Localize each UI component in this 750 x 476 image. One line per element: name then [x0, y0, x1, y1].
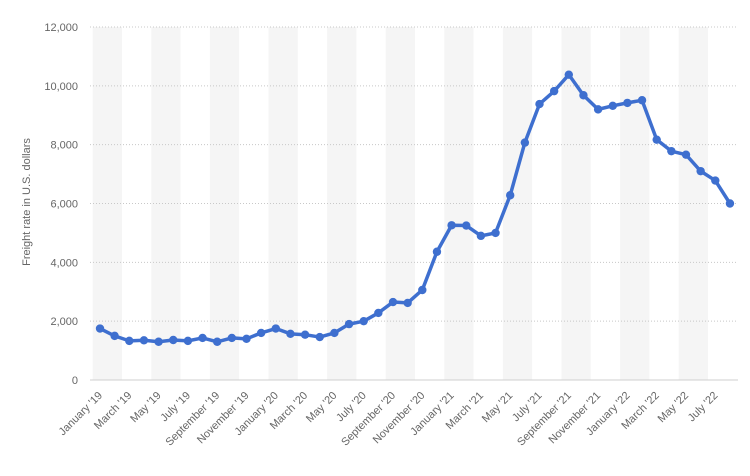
data-point[interactable]: [315, 332, 324, 342]
x-tick-label: May '20: [304, 390, 339, 425]
data-point[interactable]: [374, 308, 383, 318]
data-point[interactable]: [432, 247, 442, 256]
data-point[interactable]: [403, 298, 412, 308]
data-point[interactable]: [579, 91, 588, 100]
y-axis-title: Freight rate in U.S. dollars: [21, 138, 33, 266]
data-point[interactable]: [476, 231, 486, 241]
data-point[interactable]: [725, 199, 735, 208]
data-point[interactable]: [388, 297, 398, 307]
y-tick-label: 4,000: [50, 257, 78, 269]
gridlines: [90, 26, 738, 381]
data-point[interactable]: [711, 176, 720, 185]
data-point[interactable]: [344, 319, 354, 329]
data-point[interactable]: [520, 138, 530, 147]
x-tick-label: May '21: [480, 390, 515, 425]
data-point[interactable]: [169, 335, 178, 345]
data-points: [95, 70, 735, 346]
data-point[interactable]: [213, 337, 222, 346]
data-point[interactable]: [447, 221, 456, 230]
data-point[interactable]: [110, 331, 119, 341]
data-point[interactable]: [286, 329, 295, 339]
data-point[interactable]: [198, 333, 207, 343]
column-band: [444, 27, 474, 380]
data-point[interactable]: [608, 101, 617, 111]
data-point[interactable]: [300, 330, 310, 339]
data-point[interactable]: [227, 333, 237, 343]
x-tick-label: May '22: [656, 390, 691, 425]
data-point[interactable]: [256, 328, 266, 338]
y-tick-label: 2,000: [50, 316, 78, 328]
data-point[interactable]: [462, 221, 471, 230]
data-point[interactable]: [183, 336, 193, 346]
data-point[interactable]: [681, 150, 691, 159]
x-tick-label: January '19: [57, 390, 105, 438]
data-point[interactable]: [359, 316, 368, 326]
data-point[interactable]: [549, 86, 559, 96]
data-point[interactable]: [139, 336, 149, 345]
data-point[interactable]: [564, 70, 573, 79]
data-point[interactable]: [535, 99, 544, 109]
data-point[interactable]: [593, 105, 603, 114]
x-tick-label: May '19: [128, 390, 163, 425]
data-point[interactable]: [506, 191, 515, 200]
data-point[interactable]: [667, 146, 676, 156]
y-tick-label: 0: [72, 375, 78, 387]
y-axis-ticks: 0 2,000 4,000 6,000 8,000 10,000 12,000: [44, 22, 78, 387]
y-tick-label: 10,000: [44, 81, 78, 93]
data-point[interactable]: [418, 285, 427, 295]
x-tick-label: July '22: [686, 390, 721, 425]
data-point[interactable]: [95, 324, 105, 333]
y-tick-label: 6,000: [50, 199, 78, 211]
data-point[interactable]: [491, 228, 500, 238]
data-point[interactable]: [125, 336, 134, 346]
y-tick-label: 8,000: [50, 140, 78, 152]
data-point[interactable]: [330, 328, 339, 338]
data-point[interactable]: [652, 135, 661, 144]
data-point[interactable]: [623, 98, 632, 108]
column-bands: [92, 27, 708, 380]
y-tick-label: 12,000: [44, 22, 78, 34]
data-point[interactable]: [271, 324, 280, 333]
data-point[interactable]: [637, 96, 647, 105]
data-point[interactable]: [154, 337, 163, 346]
data-point[interactable]: [242, 334, 251, 344]
data-point[interactable]: [696, 166, 705, 176]
